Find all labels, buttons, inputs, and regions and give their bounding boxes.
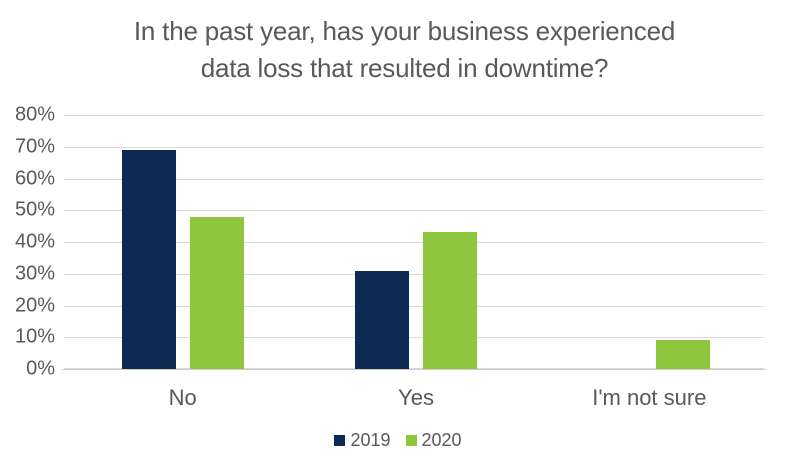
y-axis-tick-label: 10% xyxy=(14,325,55,348)
gridline xyxy=(64,274,764,275)
bar-2019-yes xyxy=(355,271,409,369)
bar-2020-i-m-not-sure xyxy=(656,340,710,369)
gridline xyxy=(64,368,764,369)
x-axis-category-label: Yes xyxy=(398,385,434,410)
legend-label: 2019 xyxy=(350,430,391,450)
y-axis-tick-label: 20% xyxy=(14,294,55,317)
gridline xyxy=(64,147,764,148)
legend-swatch-2020 xyxy=(405,434,417,446)
legend-swatch-2019 xyxy=(334,434,346,446)
plot-area: 0% 10% 20% 30% 40% 50% 60% 70% 80% No Yes I'm not s… xyxy=(15,104,766,410)
chart-title-line-2: data loss that resulted in downtime? xyxy=(200,53,609,83)
y-axis-tick-label: 80% xyxy=(14,103,55,126)
chart-title-line-1: In the past year, has your business expe… xyxy=(133,16,676,46)
legend-item-2019: 2019 xyxy=(334,430,391,450)
legend-label: 2020 xyxy=(421,430,462,450)
x-axis-line xyxy=(62,369,766,370)
gridline xyxy=(64,242,764,243)
legend: 2019 2020 xyxy=(9,431,787,449)
y-axis-tick-label: 60% xyxy=(14,167,55,190)
y-axis-tick-label: 30% xyxy=(14,262,55,285)
y-axis-tick-label: 0% xyxy=(26,357,55,380)
y-axis-tick-label: 70% xyxy=(14,135,55,158)
y-axis-tick-label: 50% xyxy=(14,198,55,221)
legend-item-2020: 2020 xyxy=(405,430,462,450)
gridline xyxy=(64,306,764,307)
bar-2020-no xyxy=(190,217,244,369)
x-axis-category-label: No xyxy=(168,385,197,410)
y-axis-tick-label: 40% xyxy=(14,230,55,253)
x-axis-category-label: I'm not sure xyxy=(592,385,707,410)
gridline xyxy=(64,115,764,116)
bar-2019-no xyxy=(122,150,176,369)
bar-2020-yes xyxy=(423,232,477,369)
chart-title: In the past year, has your business expe… xyxy=(22,13,787,87)
gridline xyxy=(64,179,764,180)
gridline xyxy=(64,337,764,338)
gridline xyxy=(64,210,764,211)
